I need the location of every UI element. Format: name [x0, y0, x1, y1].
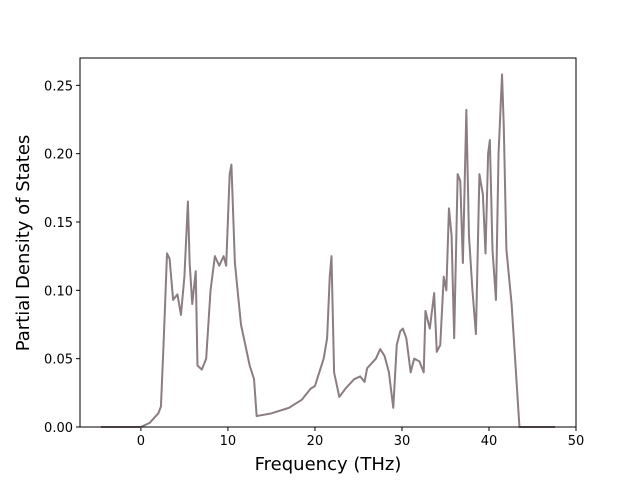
y-tick-label: 0.05: [44, 353, 73, 368]
y-tick-label: 0.25: [44, 79, 73, 94]
x-tick-label: 50: [568, 434, 585, 449]
pdos-line: [100, 73, 556, 428]
x-tick-label: 10: [220, 434, 237, 449]
x-tick-label: 30: [394, 434, 411, 449]
x-tick-label: 40: [481, 434, 498, 449]
x-axis-label: Frequency (THz): [255, 454, 402, 475]
y-tick-label: 0.00: [44, 421, 73, 436]
y-axis-label: Partial Density of States: [13, 135, 34, 352]
x-tick-label: 0: [137, 434, 145, 449]
y-tick-label: 0.10: [44, 284, 73, 299]
x-tick-label: 20: [307, 434, 324, 449]
y-tick-label: 0.15: [44, 216, 73, 231]
plot-frame: [79, 57, 577, 428]
y-tick-label: 0.20: [44, 148, 73, 163]
